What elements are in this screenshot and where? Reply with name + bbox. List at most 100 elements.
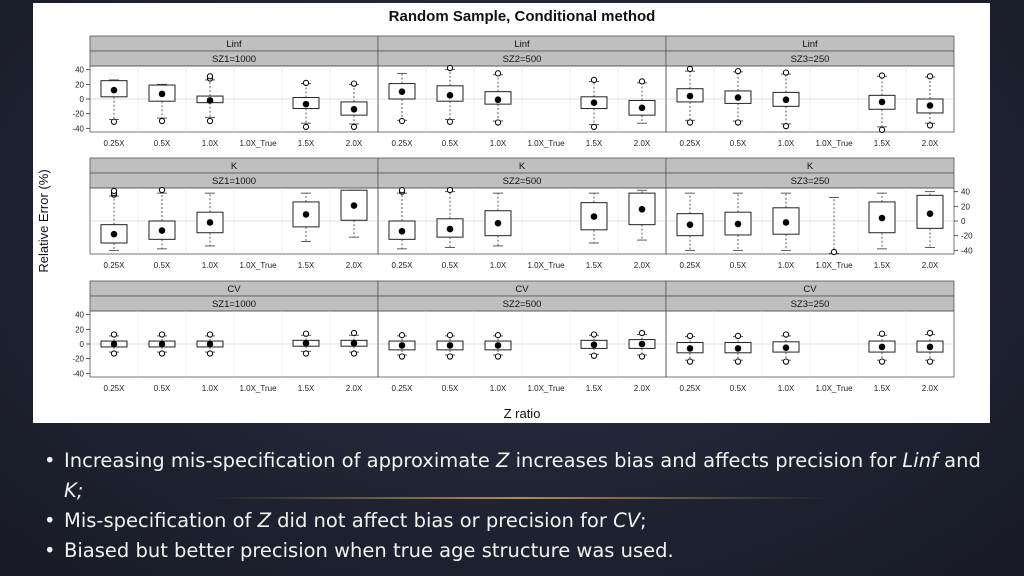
y-tick-label: 40 (75, 66, 84, 75)
x-tick-label: 1.5X (586, 139, 603, 148)
x-tick-label: 1.0X (490, 384, 507, 393)
outlier-point (590, 123, 598, 131)
median-dot (494, 96, 502, 104)
y-tick-label: -20 (961, 232, 973, 241)
x-tick-label: 2.0X (346, 384, 363, 393)
outlier-point (638, 353, 646, 360)
x-tick-label: 1.0X (202, 384, 219, 393)
strip-param-label: Linf (226, 39, 242, 50)
median-dot (398, 227, 406, 235)
strip-size-label: SZ2=500 (503, 54, 542, 65)
median-dot (590, 99, 598, 106)
x-tick-label: 1.5X (874, 384, 891, 393)
median-dot (350, 105, 358, 113)
strip-param-label: K (231, 161, 238, 172)
x-tick-label: 1.5X (874, 139, 891, 148)
median-dot (638, 205, 646, 213)
outlier-point (734, 119, 742, 126)
x-tick-label: 1.0X_True (239, 261, 277, 270)
x-tick-label: 1.5X (586, 261, 603, 270)
outlier-point (158, 117, 166, 125)
x-tick-label: 1.0X (778, 384, 795, 393)
median-dot (302, 100, 310, 108)
median-dot (782, 344, 790, 351)
outlier-point (638, 78, 646, 85)
x-tick-label: 0.5X (730, 261, 747, 270)
median-dot (926, 210, 934, 217)
y-tick-label: -40 (72, 124, 84, 133)
outlier-point (206, 331, 214, 338)
strip-size-label: SZ1=1000 (212, 176, 256, 187)
median-dot (638, 340, 646, 348)
outlier-point (878, 126, 886, 133)
median-dot (206, 219, 214, 226)
outlier-point (350, 350, 358, 357)
x-tick-label: 1.5X (298, 261, 315, 270)
outlier-point (734, 332, 742, 340)
y-tick-label: 0 (80, 340, 85, 349)
outlier-point (110, 350, 118, 357)
outlier-point (494, 70, 502, 77)
outlier-point (302, 350, 310, 357)
median-dot (302, 339, 310, 347)
outlier-point (206, 350, 214, 357)
x-tick-label: 1.0X_True (815, 261, 853, 270)
strip-param-label: CV (227, 284, 241, 295)
median-dot (446, 342, 454, 349)
chart-title: Random Sample, Conditional method (389, 8, 656, 25)
outlier-point (686, 332, 694, 340)
x-tick-label: 1.5X (874, 261, 891, 270)
bullet-text: Z (257, 509, 271, 532)
median-dot (782, 219, 790, 226)
outlier-point (398, 332, 406, 339)
outlier-point (158, 331, 166, 338)
x-tick-label: 0.25X (680, 261, 702, 270)
median-dot (782, 96, 790, 104)
outlier-point (878, 358, 886, 365)
bullet-text: K; (64, 479, 84, 502)
median-dot (926, 102, 934, 109)
outlier-point (398, 117, 406, 125)
x-tick-label: 1.5X (298, 139, 315, 148)
outlier-point (830, 248, 838, 256)
outlier-point (590, 76, 598, 84)
y-axis-label: Relative Error (%) (36, 169, 51, 272)
median-dot (686, 221, 694, 228)
x-tick-label: 0.5X (154, 139, 171, 148)
x-tick-label: 1.0X (778, 261, 795, 270)
outlier-point (398, 187, 406, 194)
median-dot (926, 343, 934, 351)
x-tick-label: 2.0X (634, 261, 651, 270)
x-tick-label: 1.0X_True (239, 139, 277, 148)
x-tick-label: 2.0X (922, 261, 939, 270)
strip-size-label: SZ3=250 (791, 54, 830, 65)
median-dot (878, 214, 886, 222)
x-tick-label: 0.25X (680, 139, 702, 148)
x-tick-label: 0.25X (392, 139, 414, 148)
outlier-point (494, 353, 502, 360)
outlier-point (446, 186, 454, 194)
strip-param-label: K (519, 161, 526, 172)
x-tick-label: 2.0X (346, 139, 363, 148)
x-tick-label: 1.0X (490, 139, 507, 148)
outlier-point (110, 187, 118, 195)
median-dot (494, 342, 502, 349)
x-tick-label: 0.25X (680, 384, 702, 393)
y-tick-label: 0 (80, 95, 85, 104)
strip-param-label: Linf (802, 39, 818, 50)
x-tick-label: 2.0X (634, 384, 651, 393)
outlier-point (446, 64, 454, 72)
y-tick-label: -20 (72, 355, 84, 364)
boxplot-figure: Random Sample, Conditional method Z ratio… (33, 3, 990, 423)
y-tick-label: 0 (961, 217, 966, 226)
x-tick-label: 0.25X (392, 261, 414, 270)
median-dot (878, 343, 886, 351)
bullet-marker: • (44, 539, 56, 562)
x-tick-label: 1.0X_True (239, 384, 277, 393)
y-tick-label: -40 (961, 246, 973, 255)
bullet-text: and (937, 449, 981, 472)
outlier-point (446, 353, 454, 360)
median-dot (590, 213, 598, 220)
outlier-point (206, 117, 214, 125)
outlier-point (782, 331, 790, 338)
